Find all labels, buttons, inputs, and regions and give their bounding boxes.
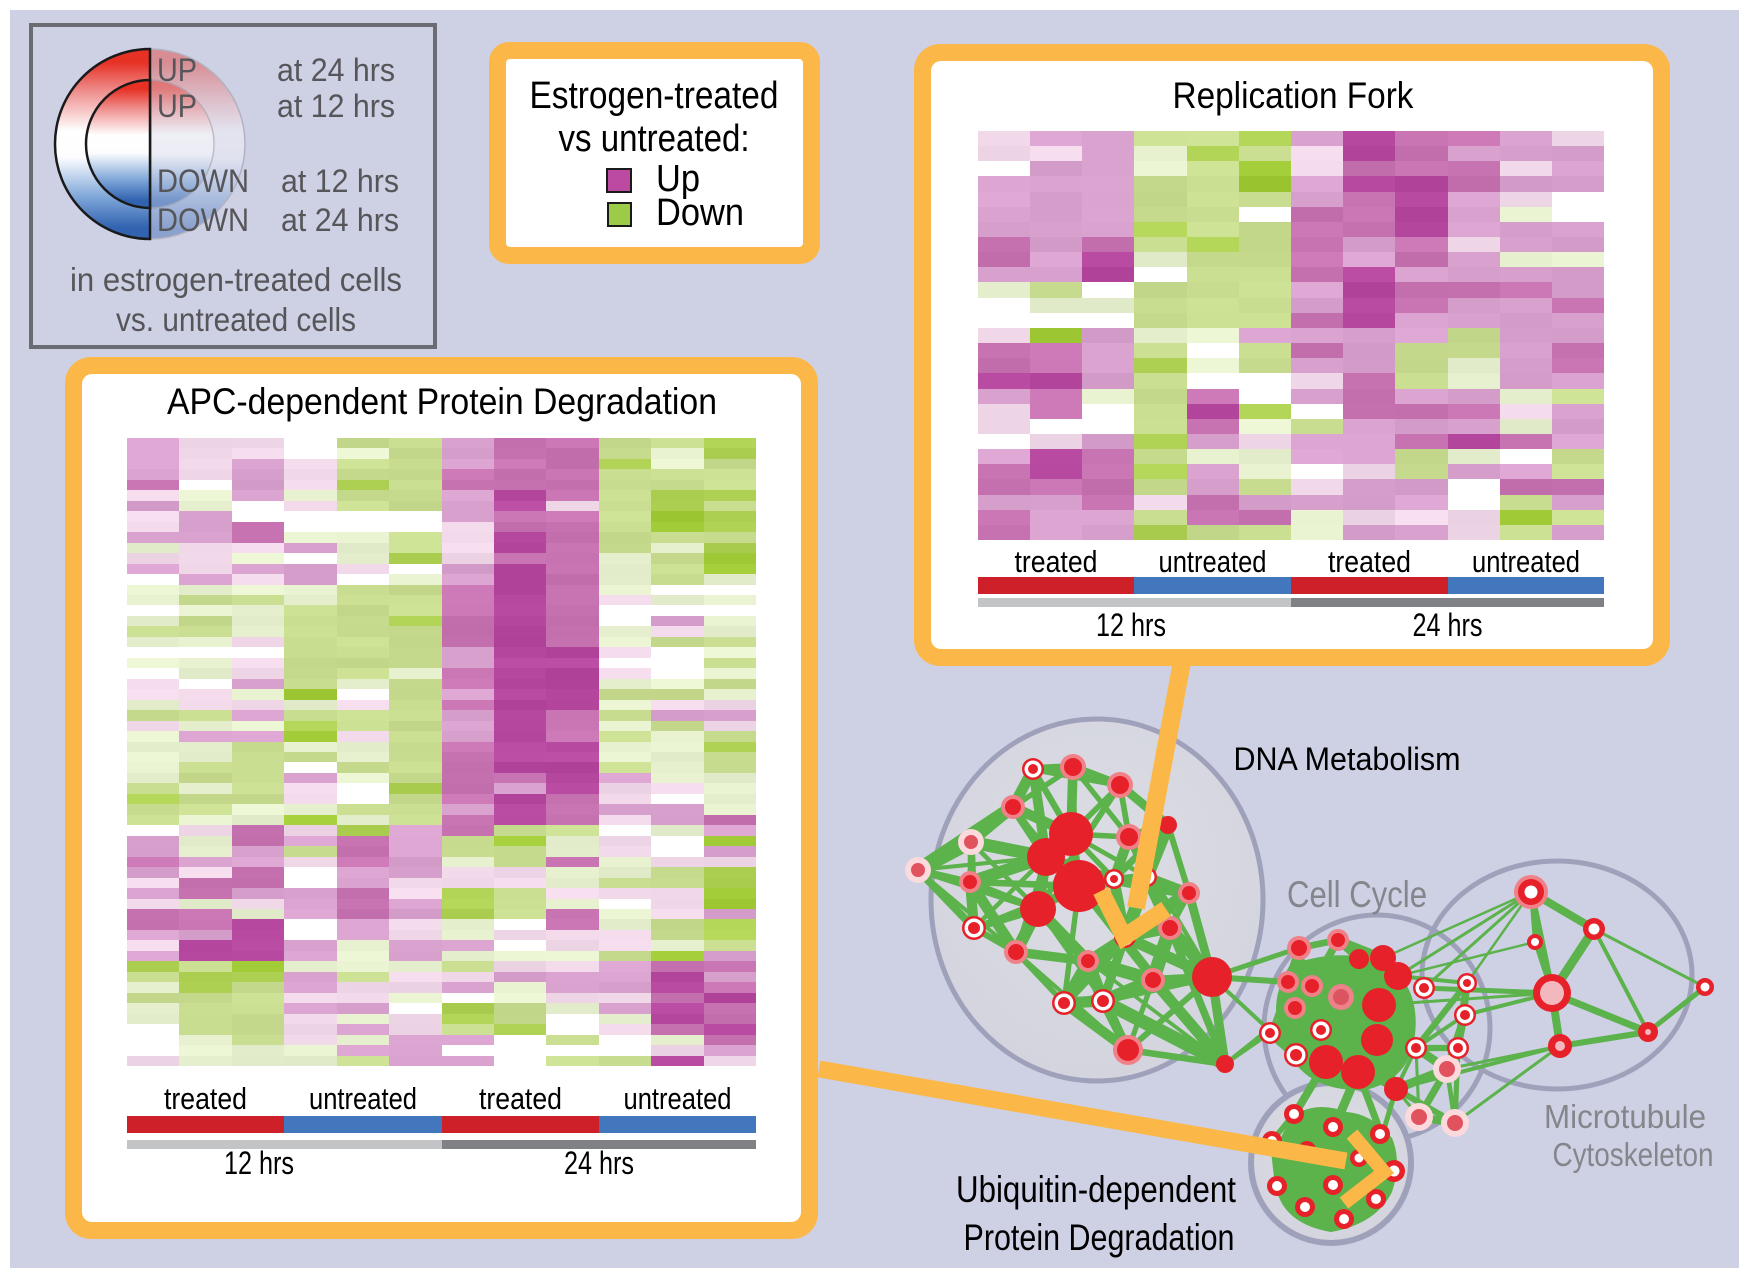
svg-text:in estrogen-treated cells: in estrogen-treated cells [70,261,402,298]
svg-text:12 hrs: 12 hrs [224,1145,294,1181]
svg-text:Up: Up [656,158,700,200]
svg-text:Cell Cycle: Cell Cycle [1287,874,1427,915]
svg-text:treated: treated [1328,544,1411,579]
svg-text:at 12 hrs: at 12 hrs [281,163,399,199]
svg-text:Cytoskeleton: Cytoskeleton [1553,1136,1714,1173]
svg-text:treated: treated [1015,544,1098,579]
svg-text:treated: treated [479,1081,562,1116]
svg-text:at 24 hrs: at 24 hrs [281,202,399,238]
svg-text:Microtubule: Microtubule [1544,1098,1706,1135]
svg-text:UP: UP [157,88,197,124]
svg-text:24 hrs: 24 hrs [1413,607,1483,643]
svg-text:untreated: untreated [1472,544,1580,579]
svg-text:Protein Degradation: Protein Degradation [964,1217,1235,1258]
svg-text:vs untreated:: vs untreated: [559,118,750,160]
svg-text:Down: Down [656,192,744,234]
svg-text:untreated: untreated [624,1081,732,1116]
svg-text:APC-dependent Protein Degradat: APC-dependent Protein Degradation [167,381,717,422]
svg-text:Estrogen-treated: Estrogen-treated [530,75,779,117]
svg-text:DNA Metabolism: DNA Metabolism [1234,741,1461,777]
svg-text:12 hrs: 12 hrs [1096,607,1166,643]
svg-text:untreated: untreated [309,1081,417,1116]
svg-text:Ubiquitin-dependent: Ubiquitin-dependent [956,1169,1237,1210]
svg-text:DOWN: DOWN [157,202,249,238]
svg-text:UP: UP [157,52,197,88]
svg-text:24 hrs: 24 hrs [564,1145,634,1181]
svg-text:treated: treated [164,1081,247,1116]
svg-text:untreated: untreated [1159,544,1267,579]
svg-text:DOWN: DOWN [157,163,249,199]
svg-text:Replication Fork: Replication Fork [1173,75,1414,116]
svg-text:vs. untreated cells: vs. untreated cells [116,301,356,338]
svg-text:at 24 hrs: at 24 hrs [277,52,395,88]
svg-text:at 12 hrs: at 12 hrs [277,88,395,124]
